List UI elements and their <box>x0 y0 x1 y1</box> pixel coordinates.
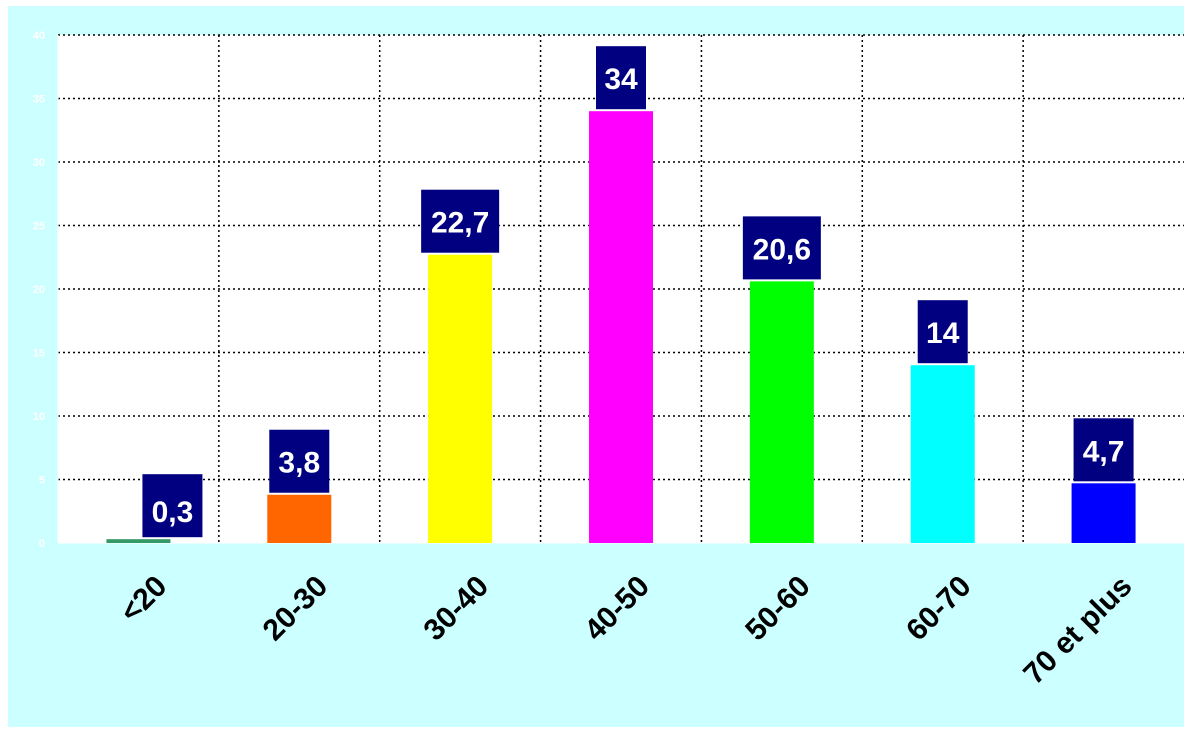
x-tick-label-6: 70 et plus <box>1017 570 1138 691</box>
bar-3 <box>589 111 653 543</box>
bar-6 <box>1071 483 1136 543</box>
y-tick-label-15: 15 <box>33 348 45 360</box>
y-tick-label-35: 35 <box>33 94 45 106</box>
data-label-1: 3,8 <box>278 447 320 480</box>
bar-5 <box>910 365 975 543</box>
y-tick-label-10: 10 <box>33 411 45 423</box>
x-axis: <20 20-30 30-40 40-50 50-60 60-70 70 et plus <box>114 570 1138 691</box>
x-tick-label-0: <20 <box>114 570 173 629</box>
x-tick-label-1: 20-30 <box>257 570 335 648</box>
bar-4 <box>749 281 814 543</box>
y-tick-label-40: 40 <box>33 30 45 42</box>
data-label-5: 14 <box>926 317 960 350</box>
data-label-0: 0,3 <box>152 496 194 529</box>
data-label-box-2 <box>421 189 500 253</box>
y-tick-label-20: 20 <box>33 284 45 296</box>
bar-chart: 0 5 10 15 20 25 30 35 40 0,3 3,8 22,7 34 20,6 14 4,7 <… <box>33 30 1184 691</box>
data-label-6: 4,7 <box>1083 435 1125 468</box>
bar-0 <box>106 539 171 543</box>
bar-1 <box>267 494 332 543</box>
data-label-box-0 <box>142 474 203 538</box>
x-tick-label-5: 60-70 <box>900 570 978 648</box>
chart-frame: 0 5 10 15 20 25 30 35 40 0,3 3,8 22,7 34 20,6 14 4,7 <… <box>8 6 1184 727</box>
data-label-2: 22,7 <box>431 207 489 240</box>
y-tick-label-25: 25 <box>33 221 45 233</box>
data-labels: 0,3 3,8 22,7 34 20,6 14 4,7 <box>142 46 1134 538</box>
data-label-3: 34 <box>604 63 638 96</box>
y-tick-label-0: 0 <box>39 538 45 550</box>
data-label-box-1 <box>269 429 330 493</box>
x-tick-label-4: 50-60 <box>739 570 817 648</box>
y-tick-label-5: 5 <box>39 475 45 487</box>
data-label-box-6 <box>1073 418 1134 482</box>
data-label-box-3 <box>596 46 646 110</box>
data-label-4: 20,6 <box>753 233 811 266</box>
x-tick-label-2: 30-40 <box>417 570 495 648</box>
data-label-box-4 <box>742 216 821 280</box>
bars <box>106 111 1136 543</box>
x-tick-label-3: 40-50 <box>578 570 656 648</box>
data-label-box-5 <box>917 300 968 364</box>
y-tick-label-30: 30 <box>33 157 45 169</box>
bar-2 <box>428 254 493 543</box>
